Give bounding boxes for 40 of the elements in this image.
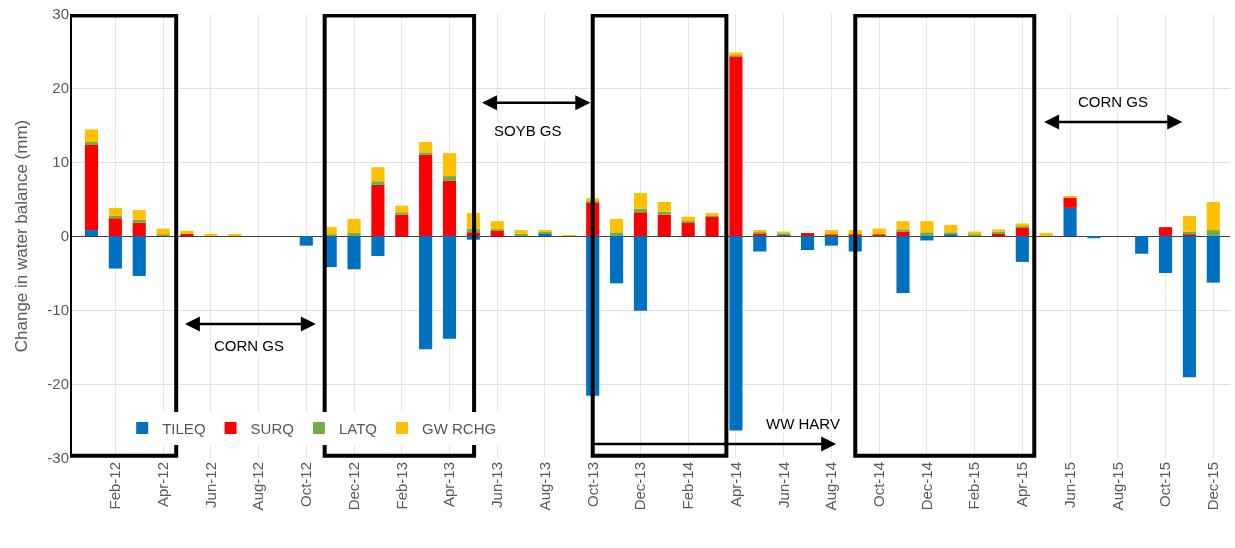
y-tick-label: 10	[52, 153, 69, 171]
x-tick-label: Apr-15	[1013, 462, 1031, 508]
x-tick-label: Jun-15	[1060, 462, 1078, 508]
annotation: CORN GS	[214, 337, 285, 354]
x-tick-label: Oct-15	[1156, 462, 1174, 508]
y-tick-label: -10	[47, 301, 69, 319]
annotation: CORN GS	[1078, 93, 1149, 110]
x-tick-label: Dec-12	[344, 462, 362, 511]
x-tick-label: Jun-13	[488, 462, 506, 508]
x-tick-label: Aug-15	[1108, 462, 1126, 511]
y-tick-label: 30	[52, 5, 69, 23]
x-tick-label: Oct-12	[297, 462, 315, 508]
x-tick-label: Feb-15	[965, 462, 983, 510]
x-tick-label: Aug-12	[249, 462, 267, 511]
x-tick-label: Feb-14	[679, 462, 697, 510]
x-tick-label: Oct-14	[870, 462, 888, 508]
y-tick-label: -30	[47, 449, 69, 467]
y-tick-label: 20	[52, 79, 69, 97]
x-tick-label: Dec-14	[917, 462, 935, 511]
x-tick-label: Aug-13	[535, 462, 553, 511]
x-tick-label: Dec-15	[1204, 462, 1222, 511]
x-tick-label: Jun-14	[774, 462, 792, 508]
x-tick-label: Feb-12	[106, 462, 124, 510]
y-tick-label: 0	[60, 227, 69, 245]
legend-label: LATQ	[338, 419, 377, 437]
x-tick-label: Apr-14	[726, 462, 744, 508]
x-tick-label: Aug-14	[822, 462, 840, 511]
legend-label: SURQ	[250, 419, 294, 437]
y-axis-title: Change in water balance (mm)	[11, 119, 31, 353]
x-tick-label: Oct-13	[583, 462, 601, 508]
y-tick-label: -20	[47, 375, 69, 393]
legend-label: TILEQ	[162, 419, 206, 437]
x-tick-label: Feb-13	[392, 462, 410, 510]
x-tick-label: Jun-12	[201, 462, 219, 508]
annotation: WW HARV	[766, 415, 840, 432]
legend-label: GW RCHG	[421, 419, 497, 437]
annotation: SOYB GS	[494, 122, 562, 139]
x-tick-label: Apr-12	[153, 462, 171, 508]
x-tick-label: Dec-13	[631, 462, 649, 511]
x-tick-label: Apr-13	[440, 462, 458, 508]
